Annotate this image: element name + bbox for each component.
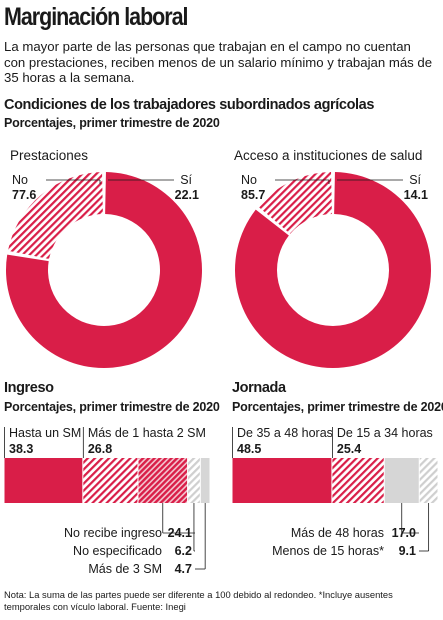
donut-slice-si — [258, 172, 332, 234]
donut-value-no: 77.6 — [12, 188, 36, 202]
bar-label-mas-de-3-sm: Más de 3 SM — [88, 562, 162, 576]
bar-segment-mas-de-3-sm — [200, 458, 210, 503]
bar-ingreso: Hasta un SM 38.3 Más de 1 hasta 2 SM 26.8 No… — [4, 426, 210, 576]
donut-label-no: No — [12, 173, 28, 187]
bar-segment-de-15-a-34-horas — [332, 458, 384, 503]
bar-label-menos-de-15-horas: Menos de 15 horas* — [272, 544, 384, 558]
section-subtitle-conditions: Porcentajes, primer trimestre de 2020 — [4, 116, 220, 130]
donut-title: Acceso a instituciones de salud — [234, 148, 422, 163]
donut-label-si: Sí — [180, 173, 192, 187]
footnote: Nota: La suma de las partes puede ser di… — [4, 589, 393, 612]
bar-label-de-35-a-48-horas: De 35 a 48 horas — [237, 426, 333, 440]
donut-slice-si — [7, 172, 103, 259]
bar-value-mas-de-3-sm: 4.7 — [175, 562, 192, 576]
section-subtitle-ingreso: Porcentajes, primer trimestre de 2020 — [4, 400, 220, 414]
section-title-conditions: Condiciones de los trabajadores subordin… — [4, 97, 374, 113]
bar-value-hasta-un-sm: 38.3 — [9, 442, 33, 456]
bar-value-menos-de-15-horas: 9.1 — [399, 544, 416, 558]
section-subtitle-jornada: Porcentajes, primer trimestre de 2020 — [232, 400, 443, 414]
section-title-jornada: Jornada — [232, 380, 286, 396]
bar-label-no-especificado: No especificado — [73, 544, 162, 558]
bar-label-de-15-a-34-horas: De 15 a 34 horas — [337, 426, 433, 440]
bar-segment-no-recibe-ingreso — [138, 458, 188, 503]
donut-slice-no — [6, 172, 203, 368]
bar-segment-de-35-a-48-horas — [232, 458, 332, 503]
bar-value-mas-de-1-hasta-2-sm: 26.8 — [88, 442, 112, 456]
bar-segment-mas-de-48-horas — [384, 458, 419, 503]
section-title-ingreso: Ingreso — [4, 380, 54, 396]
bar-label-mas-de-1-hasta-2-sm: Más de 1 hasta 2 SM — [88, 426, 206, 440]
bar-label-hasta-un-sm: Hasta un SM — [9, 426, 81, 440]
bar-segment-no-especificado — [188, 458, 200, 503]
donut-slice-no — [235, 172, 431, 368]
donut-label-si: Sí — [409, 173, 421, 187]
bar-label-no-recibe-ingreso: No recibe ingreso — [64, 526, 162, 540]
donut-value-si: 14.1 — [404, 188, 428, 202]
donut-title: Prestaciones — [10, 148, 88, 163]
bar-value-no-especificado: 6.2 — [175, 544, 192, 558]
bar-label-mas-de-48-horas: Más de 48 horas — [291, 526, 384, 540]
bar-value-de-15-a-34-horas: 25.4 — [337, 442, 361, 456]
donut-value-no: 85.7 — [241, 188, 265, 202]
donut-label-no: No — [241, 173, 257, 187]
donut-value-si: 22.1 — [175, 188, 199, 202]
intro-text: La mayor parte de las personas que traba… — [4, 39, 433, 85]
bar-value-de-35-a-48-horas: 48.5 — [237, 442, 261, 456]
page-title: Marginación laboral — [4, 3, 189, 31]
bar-segment-mas-de-1-hasta-2-sm — [83, 458, 138, 503]
bar-segment-menos-de-15-horas — [419, 458, 438, 503]
bar-jornada: De 35 a 48 horas 48.5 De 15 a 34 horas 25.4… — [232, 426, 438, 558]
bar-segment-hasta-un-sm — [4, 458, 83, 503]
